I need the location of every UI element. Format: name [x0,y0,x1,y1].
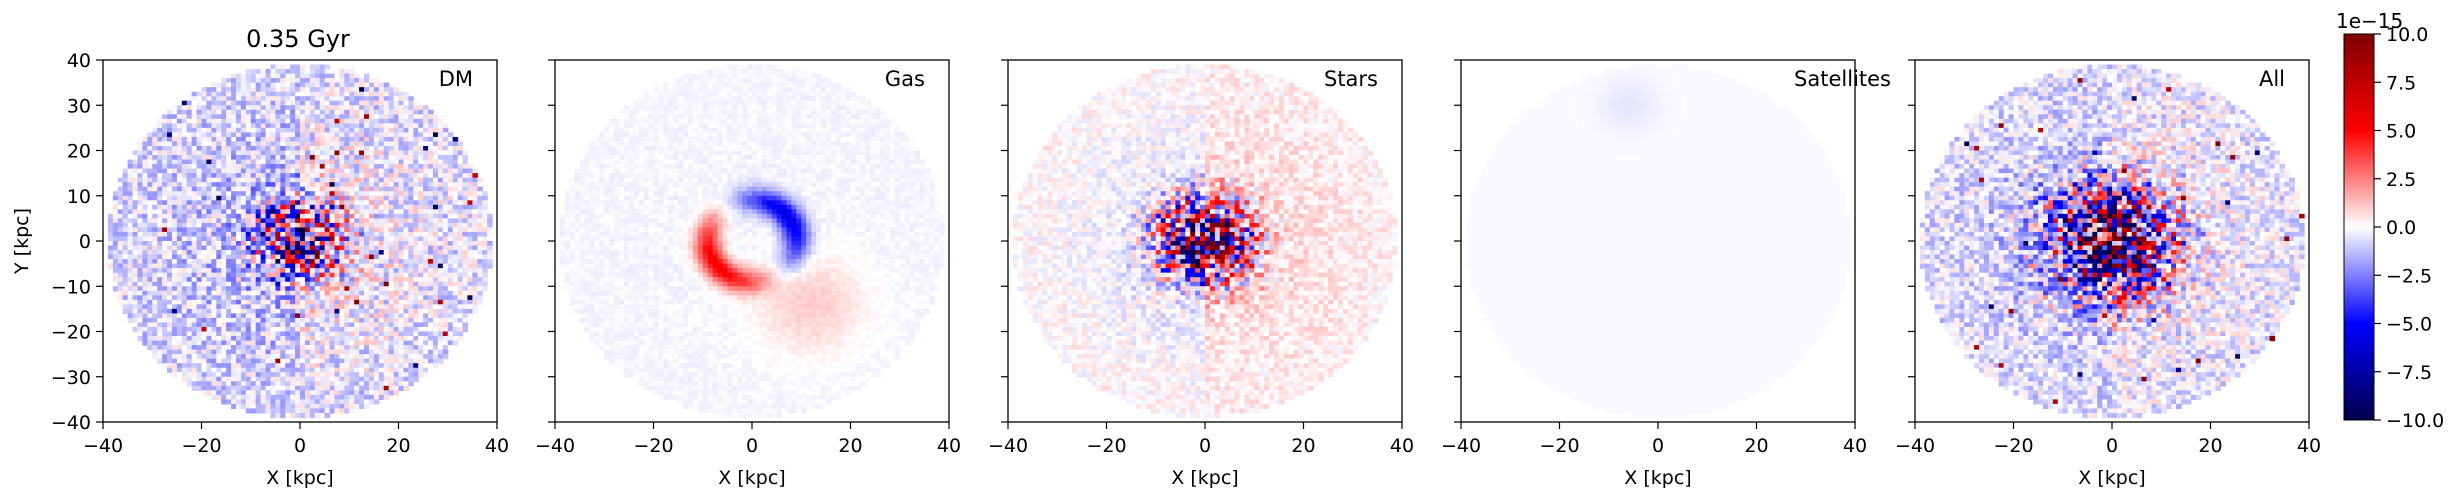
figure-title: 0.35 Gyr [246,25,350,53]
panel-label: DM [439,67,473,91]
x-tick-label: 0 [2106,435,2118,457]
x-tick-label: −20 [633,435,673,457]
x-tick-label: 0 [294,435,306,457]
x-tick-label: −40 [535,435,575,457]
x-tick-label: 20 [1291,435,1315,457]
x-tick-label: 40 [1390,435,1414,457]
x-tick-label: −20 [1086,435,1126,457]
x-tick-label: −40 [988,435,1028,457]
x-tick-label: 20 [2198,435,2222,457]
x-tick-label: 0 [746,435,758,457]
x-tick-label: 20 [386,435,410,457]
colorbar-tick-label: −7.5 [2386,362,2432,384]
heatmap-cells [1012,64,1398,419]
heatmap-cells [1465,64,1851,419]
x-tick-label: −20 [1539,435,1579,457]
x-tick-label: 40 [485,435,509,457]
panel-stars: Stars −40 −20 0 20 40 X [kpc] [988,59,1414,489]
heatmap-cells [559,64,945,419]
x-tick-label: −40 [83,435,123,457]
y-tick-label: 10 [67,186,91,208]
x-tick-label: 20 [1744,435,1768,457]
panel-satellites: Satellites −40 −20 0 20 40 X [kpc] [1441,59,1891,489]
colorbar-tick-label: −2.5 [2386,265,2432,287]
x-tick-label: 40 [2297,435,2321,457]
x-tick-label: 40 [1843,435,1867,457]
colorbar-tick-label: 7.5 [2386,72,2416,94]
colorbar-offset-label: 1e−15 [2336,9,2403,33]
y-tick-label: −30 [51,367,91,389]
panel-label: Satellites [1794,67,1891,91]
colorbar-tick-label: −5.0 [2386,314,2432,336]
panel-label: All [2259,67,2285,91]
x-tick-label: 0 [1199,435,1211,457]
colorbar: 1e−15 10.0 7.5 5.0 2.5 0.0 −2.5 −5.0 −7.5 −10.0 [2336,9,2444,432]
x-tick-label: −20 [1993,435,2033,457]
panel-label: Gas [885,67,925,91]
y-tick-label: 40 [67,50,91,72]
y-tick-label: −20 [51,322,91,344]
x-tick-label: −40 [1895,435,1935,457]
colorbar-tick-label: 0.0 [2386,217,2416,239]
x-axis-label: X [kpc] [1624,467,1691,489]
x-tick-label: 0 [1652,435,1664,457]
panel-gas: Gas −40 −20 0 20 40 X [kpc] [535,59,961,489]
panel-label: Stars [1324,67,1378,91]
colorbar-tick-label: 10.0 [2386,24,2428,46]
y-tick-label: 20 [67,141,91,163]
x-axis-label: X [kpc] [718,467,785,489]
colorbar-tick-label: 5.0 [2386,121,2416,143]
heatmap-cells [1919,64,2305,419]
colorbar-tick-label: 2.5 [2386,169,2416,191]
y-axis-label: Y [kpc] [11,208,33,275]
x-axis-label: X [kpc] [2078,467,2145,489]
colorbar-tick-label: −10.0 [2386,410,2444,432]
y-tick-label: 0 [79,231,91,253]
colorbar-gradient [2343,33,2375,421]
y-tick-label: −10 [51,276,91,298]
x-tick-label: −40 [1441,435,1481,457]
panel-dm: DM −40 −20 0 20 40 X [kpc] 40 30 20 10 0 −10 −20 −30 −4… [11,50,509,489]
x-axis-label: X [kpc] [1171,467,1238,489]
heatmap-cells [107,64,493,419]
y-tick-label: 30 [67,95,91,117]
x-tick-label: 40 [937,435,961,457]
y-tick-label: −40 [51,412,91,434]
x-tick-label: −20 [181,435,221,457]
panel-all: All −40 −20 0 20 40 X [kpc] [1895,59,2321,489]
x-tick-label: 20 [838,435,862,457]
panels: DM −40 −20 0 20 40 X [kpc] 40 30 20 10 0 −10 −20 −30 −4… [11,50,2321,489]
x-axis-label: X [kpc] [266,467,333,489]
